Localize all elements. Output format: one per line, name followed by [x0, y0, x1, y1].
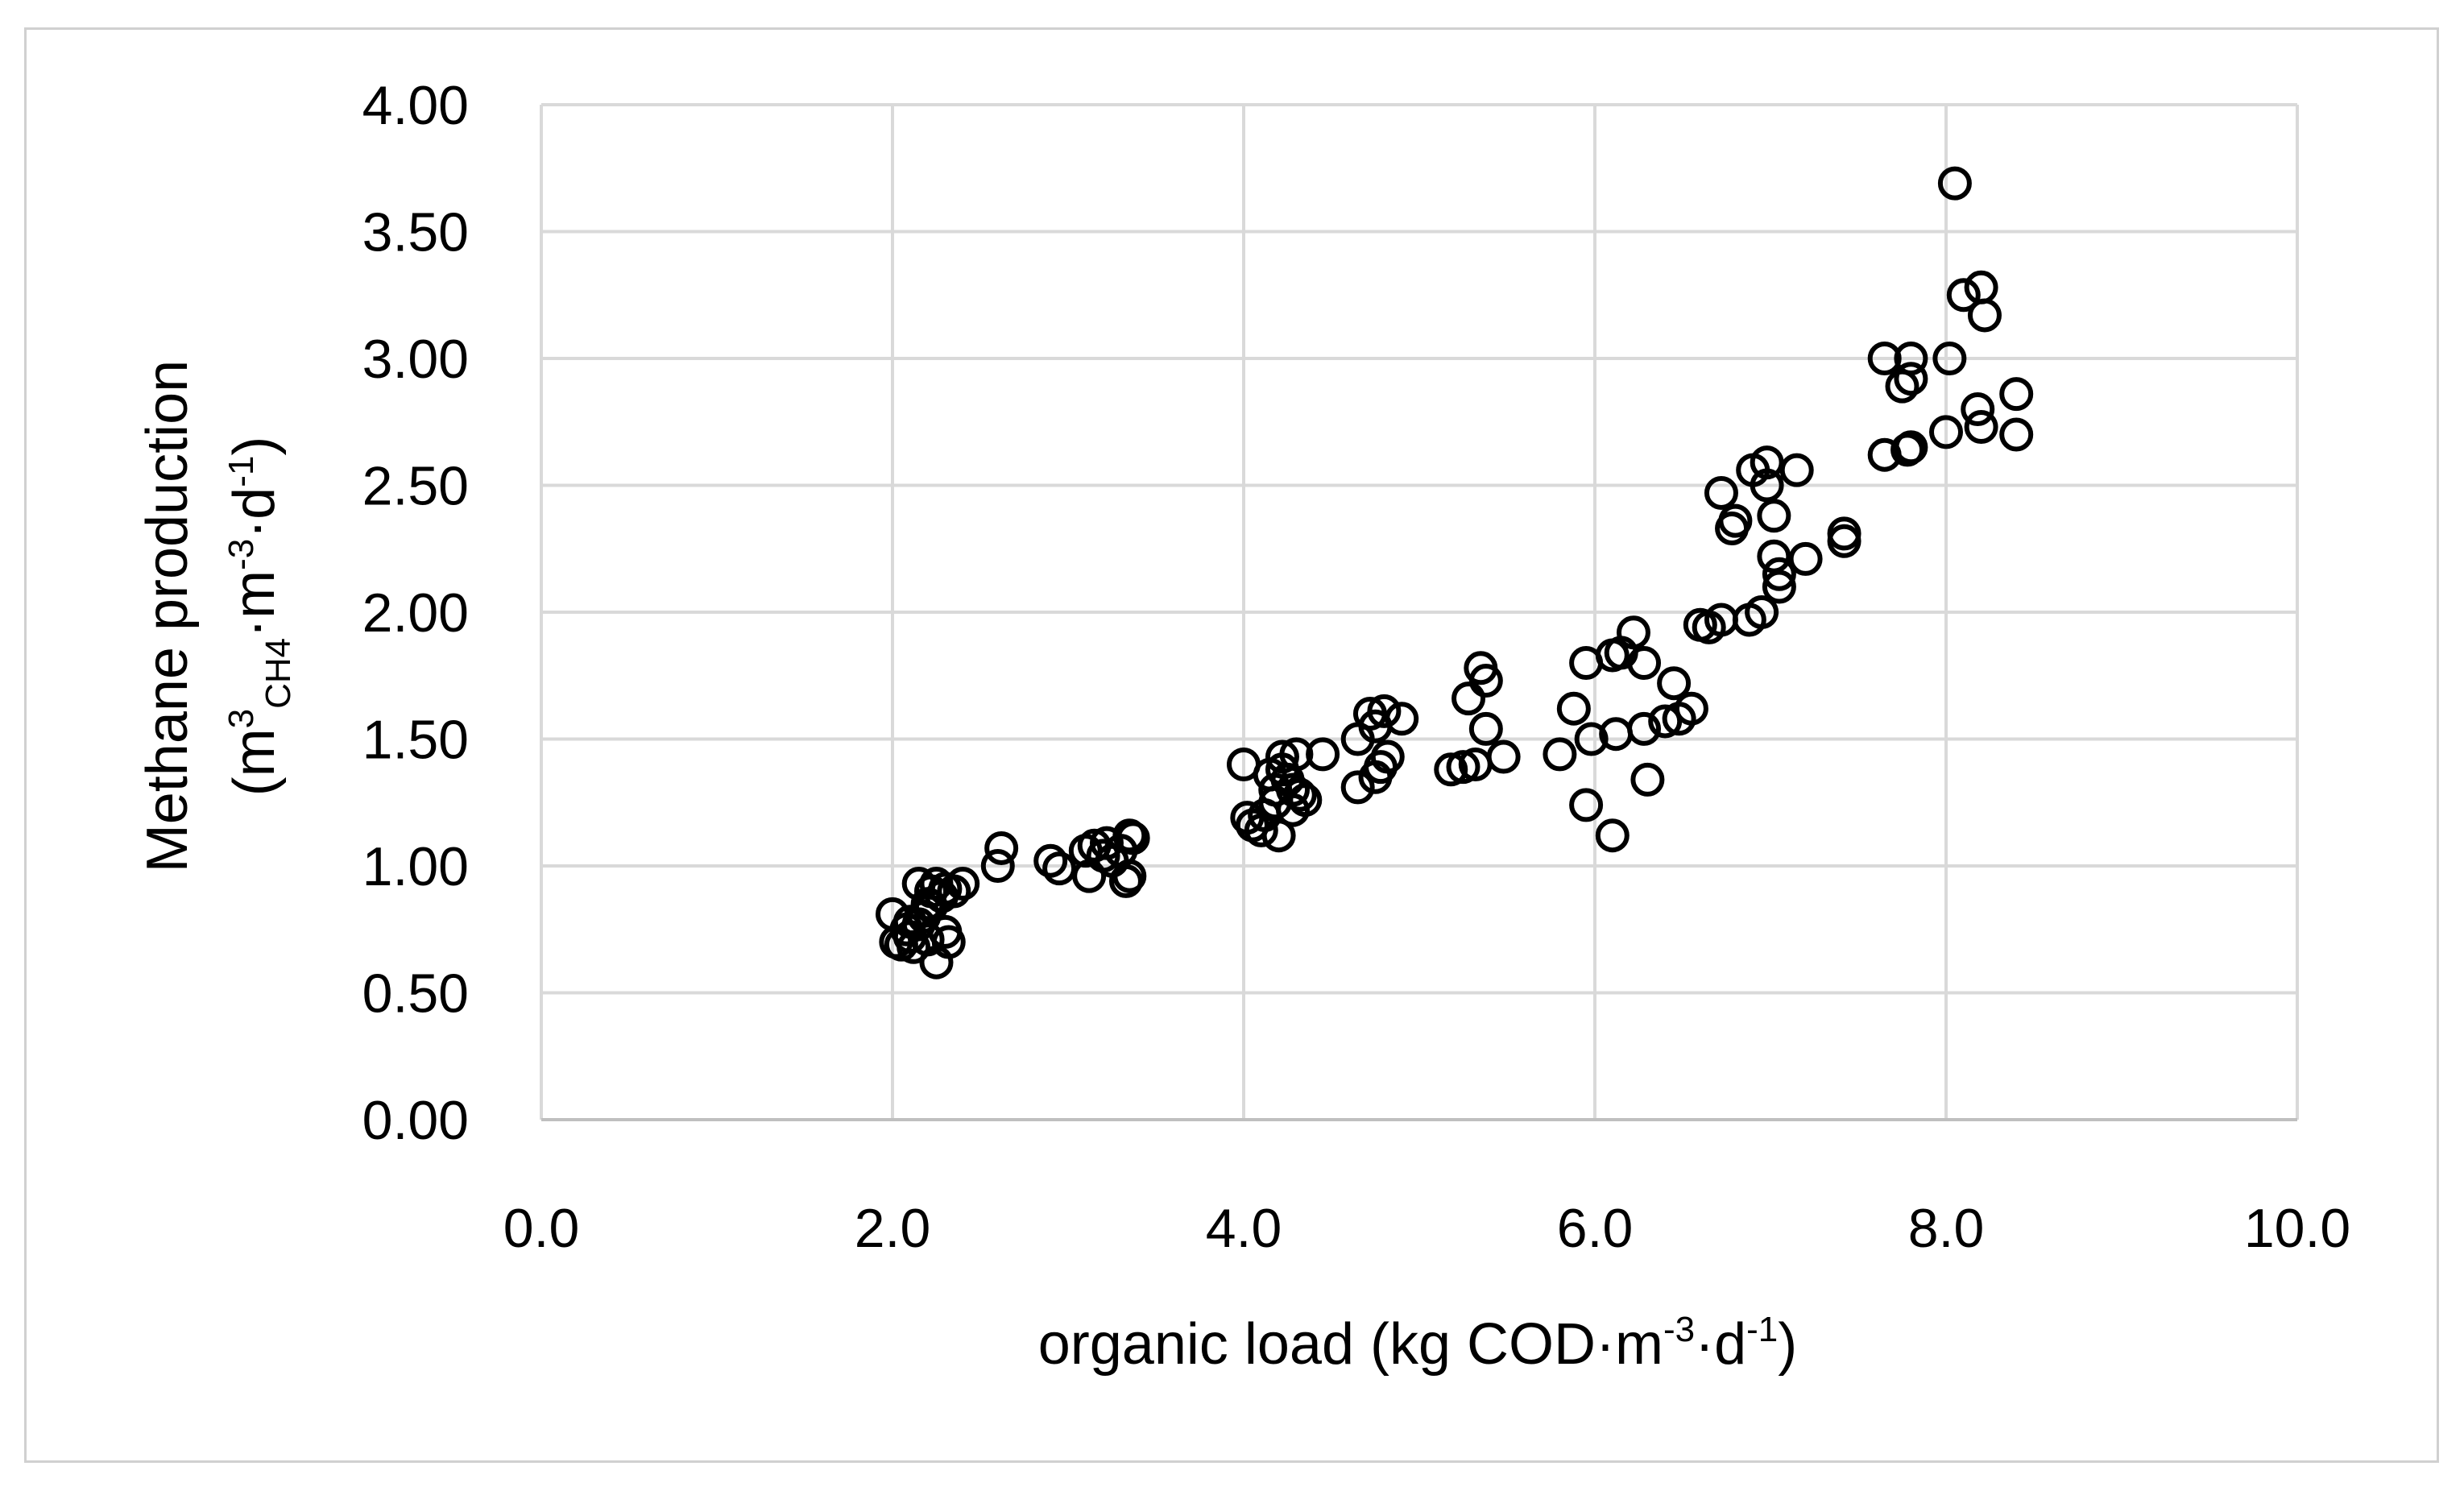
- data-point: [984, 830, 1019, 865]
- data-point: [1932, 342, 1967, 375]
- data-point: [1630, 762, 1665, 797]
- data-point: [1718, 503, 1753, 538]
- data-point: [980, 849, 1015, 883]
- x-axis-title: organic load (kg COD·m-3·d-1): [1038, 1310, 1798, 1377]
- data-point: [931, 925, 966, 959]
- y-tick-label: 1.00: [362, 836, 469, 897]
- data-point: [1616, 615, 1650, 650]
- data-point: [1894, 342, 1928, 375]
- data-point: [1929, 415, 1963, 449]
- data-point: [1937, 166, 1972, 201]
- data-point: [1704, 475, 1738, 510]
- data-point: [1946, 278, 1981, 313]
- data-points: [876, 166, 2034, 980]
- data-point: [1486, 739, 1521, 774]
- data-point: [1999, 377, 2034, 412]
- data-point: [1116, 821, 1150, 855]
- data-point: [1885, 369, 1919, 404]
- data-point: [1569, 788, 1604, 822]
- data-point: [1961, 392, 1995, 426]
- data-point: [1674, 691, 1708, 726]
- data-point: [1648, 704, 1683, 739]
- data-point: [1244, 813, 1278, 847]
- data-point: [1750, 445, 1784, 480]
- data-point: [1261, 818, 1296, 853]
- data-point: [1757, 539, 1791, 574]
- data-point: [1627, 646, 1662, 680]
- x-tick-label: 8.0: [1908, 1198, 1985, 1259]
- data-point: [1967, 298, 2002, 333]
- y-tick-label: 0.50: [362, 963, 469, 1025]
- data-point: [892, 905, 927, 939]
- data-point: [1468, 711, 1503, 746]
- data-point: [1750, 468, 1784, 503]
- data-point: [1370, 739, 1405, 774]
- data-point: [1556, 691, 1591, 726]
- data-point: [1762, 557, 1796, 591]
- data-point: [1788, 541, 1823, 576]
- data-point: [1543, 737, 1577, 772]
- data-point: [1042, 851, 1077, 886]
- data-point: [1627, 711, 1662, 746]
- data-point: [1265, 739, 1299, 774]
- y-tick-labels: 0.00 0.50 1.00 1.50 2.00 2.50 3.00 3.50 4.00: [362, 75, 469, 1151]
- x-tick-label: 4.0: [1206, 1198, 1282, 1259]
- data-point: [946, 867, 980, 901]
- data-point: [1385, 702, 1419, 736]
- data-point: [1434, 752, 1468, 787]
- data-point: [1964, 410, 1998, 445]
- data-point: [1745, 595, 1779, 629]
- y-axis-title-line1: Methane production: [135, 360, 200, 872]
- data-point: [1279, 737, 1314, 772]
- data-point: [1468, 664, 1503, 698]
- y-tick-label: 3.50: [362, 202, 469, 263]
- data-point: [1340, 770, 1375, 805]
- data-point: [1999, 417, 2034, 452]
- y-axis-title-line2: (m3CH4·m-3·d-1): [222, 437, 298, 797]
- y-tick-label: 0.00: [362, 1090, 469, 1151]
- y-tick-label: 4.00: [362, 75, 469, 136]
- data-point: [1779, 453, 1814, 487]
- x-tick-label: 10.0: [2244, 1198, 2350, 1259]
- data-point: [910, 887, 945, 922]
- x-tick-label: 2.0: [855, 1198, 931, 1259]
- data-point: [1451, 681, 1486, 716]
- data-point: [1757, 499, 1791, 533]
- x-tick-label: 6.0: [1557, 1198, 1634, 1259]
- y-tick-label: 2.50: [362, 456, 469, 517]
- data-point: [1595, 818, 1630, 853]
- gridlines: [540, 103, 2299, 1121]
- y-tick-label: 2.00: [362, 582, 469, 644]
- x-tick-label: 0.0: [503, 1198, 580, 1259]
- data-point: [937, 874, 971, 909]
- data-point: [1108, 864, 1143, 898]
- data-point: [1894, 362, 1928, 396]
- data-point: [1657, 666, 1692, 701]
- y-tick-label: 3.00: [362, 329, 469, 390]
- data-point: [1258, 785, 1293, 820]
- y-tick-label: 1.50: [362, 710, 469, 771]
- data-point: [1306, 737, 1340, 772]
- data-point: [1827, 516, 1861, 551]
- data-point: [1446, 750, 1480, 785]
- x-tick-labels: 0.0 2.0 4.0 6.0 8.0 10.0: [503, 1198, 2350, 1259]
- data-point: [1964, 270, 1998, 304]
- data-point: [1762, 569, 1796, 604]
- data-point: [1112, 859, 1147, 893]
- data-point: [1574, 722, 1609, 756]
- data-point: [1367, 694, 1402, 728]
- data-point: [1033, 843, 1068, 878]
- chart-frame: [24, 27, 2439, 1463]
- data-point: [1894, 430, 1928, 465]
- data-point: [1867, 342, 1902, 375]
